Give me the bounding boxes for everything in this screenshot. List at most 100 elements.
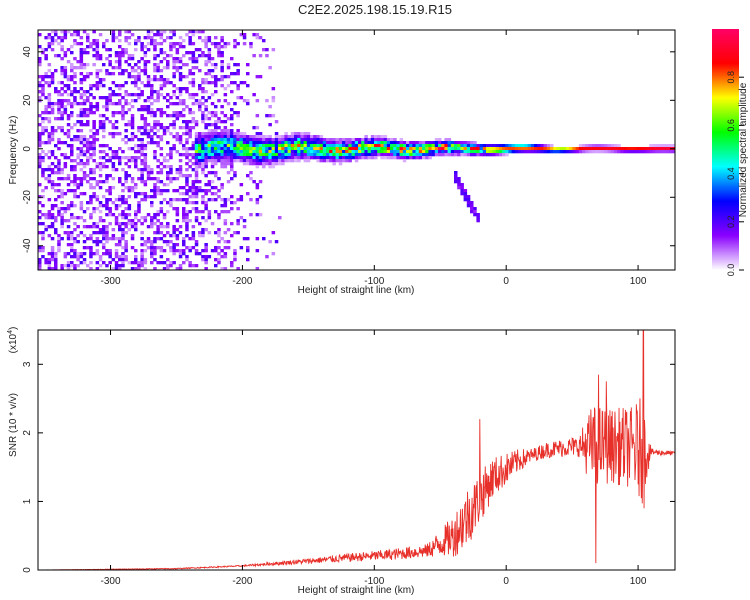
spectrogram-cell <box>175 150 180 154</box>
spectrogram-cell <box>194 162 199 166</box>
spectrogram-cell <box>98 165 103 169</box>
spectrogram-cell <box>134 258 138 262</box>
spectrogram-cell <box>297 138 301 142</box>
spectrogram-cell <box>73 138 77 142</box>
spectrogram-cell <box>188 219 192 223</box>
spectrogram-cell <box>124 174 128 178</box>
spectrogram-cell <box>114 36 119 40</box>
spectrogram-cell <box>86 150 90 154</box>
spectrogram-cell <box>335 144 340 148</box>
spectrogram-cell <box>118 39 122 43</box>
spectrogram-cell <box>223 135 228 139</box>
spectrogram-cell <box>655 147 660 151</box>
spectrogram-cell <box>50 108 55 112</box>
spectrogram-cell <box>118 84 122 88</box>
spectrogram-cell <box>118 51 122 55</box>
spectrogram-cell <box>457 186 461 190</box>
spectrogram-cell <box>137 75 141 79</box>
spectrogram-cell <box>178 264 183 268</box>
spectrogram-cell <box>194 132 199 136</box>
spectrogram-cell <box>578 144 583 148</box>
spectrogram-cell <box>367 153 372 157</box>
spectrogram-cell <box>98 204 103 208</box>
spectrogram-cell <box>198 252 202 256</box>
spectrogram-cell <box>66 234 71 238</box>
spectrogram-cell <box>242 99 247 103</box>
spectrogram-cell <box>105 117 109 121</box>
spectrogram-cell <box>214 66 218 70</box>
spectrogram-cell <box>306 138 311 142</box>
spectrogram-cell <box>140 153 144 157</box>
spectrogram-cell <box>70 165 74 169</box>
spectrogram-cell <box>585 144 589 148</box>
spectrogram-cell <box>92 141 96 145</box>
spectrogram-cell <box>140 255 144 259</box>
spectrogram-cell <box>166 54 170 58</box>
spectrogram-cell <box>98 180 103 184</box>
spectrogram-cell <box>60 102 64 106</box>
spectrogram-cell <box>226 129 231 133</box>
spectrogram-cell <box>377 144 381 148</box>
spectrogram-cell <box>92 207 96 211</box>
spectrogram-cell <box>194 123 199 127</box>
spectrogram-cell <box>249 45 253 49</box>
spectrogram-cell <box>210 69 215 73</box>
colorbar-label: Normalized spectral amplitude <box>738 82 749 217</box>
spectrogram-cell <box>73 102 77 106</box>
spectrogram-cell <box>153 237 157 241</box>
spectrogram-cell <box>38 63 42 67</box>
spectrogram-cell <box>175 135 180 139</box>
spectrogram-cell <box>95 42 100 46</box>
spectrogram-cell <box>86 147 90 151</box>
spectrogram-cell <box>188 96 192 100</box>
spectrogram-cell <box>185 183 189 187</box>
spectrogram-cell <box>575 147 580 151</box>
spectrogram-cell <box>153 48 157 52</box>
spectrogram-cell <box>118 180 122 184</box>
spectrogram-cell <box>146 141 151 145</box>
spectrogram-cell <box>406 153 410 157</box>
spectrogram-cell <box>431 141 436 145</box>
spectrogram-cell <box>130 81 135 85</box>
spectrogram-cell <box>121 48 125 52</box>
spectrogram-cell <box>63 33 68 37</box>
spectrogram-cell <box>82 108 87 112</box>
spectrogram-cell <box>172 144 176 148</box>
spectrogram-cell <box>140 162 144 166</box>
spectrogram-cell <box>60 201 64 205</box>
spectrogram-cell <box>156 219 160 223</box>
spectrogram-cell <box>38 246 42 250</box>
spectrogram-cell <box>284 159 288 163</box>
spectrogram-cell <box>188 201 192 205</box>
spectrogram-cell <box>290 138 295 142</box>
spectrogram-cell <box>172 189 176 193</box>
spectrogram-cell <box>166 126 170 130</box>
spectrogram-cell <box>105 240 109 244</box>
spectrogram-cell <box>348 144 352 148</box>
x-tick-label: 0 <box>503 576 509 587</box>
spectrogram-cell <box>396 144 400 148</box>
spectrogram-cell <box>223 255 228 259</box>
spectrogram-cell <box>367 141 372 145</box>
spectrogram-cell <box>188 120 192 124</box>
spectrogram-cell <box>223 99 228 103</box>
spectrogram-cell <box>342 138 346 142</box>
spectrogram-cell <box>207 159 212 163</box>
spectrogram-cell <box>140 126 144 130</box>
spectrogram-cell <box>470 150 474 154</box>
spectrogram-cell <box>50 132 55 136</box>
spectrogram-cell <box>130 135 135 139</box>
spectrogram-cell <box>463 189 468 193</box>
spectrogram-cell <box>105 234 109 238</box>
spectrogram-cell <box>175 66 180 70</box>
spectrogram-cell <box>191 93 196 97</box>
spectrogram-cell <box>489 144 493 148</box>
spectrogram-cell <box>204 219 208 223</box>
spectrogram-cell <box>140 192 144 196</box>
spectrogram-cell <box>182 186 186 190</box>
spectrogram-cell <box>201 78 205 82</box>
spectrogram-cell <box>95 75 100 79</box>
spectrogram-cell <box>175 69 180 73</box>
spectrogram-cell <box>178 198 183 202</box>
spectrogram-cell <box>201 189 205 193</box>
